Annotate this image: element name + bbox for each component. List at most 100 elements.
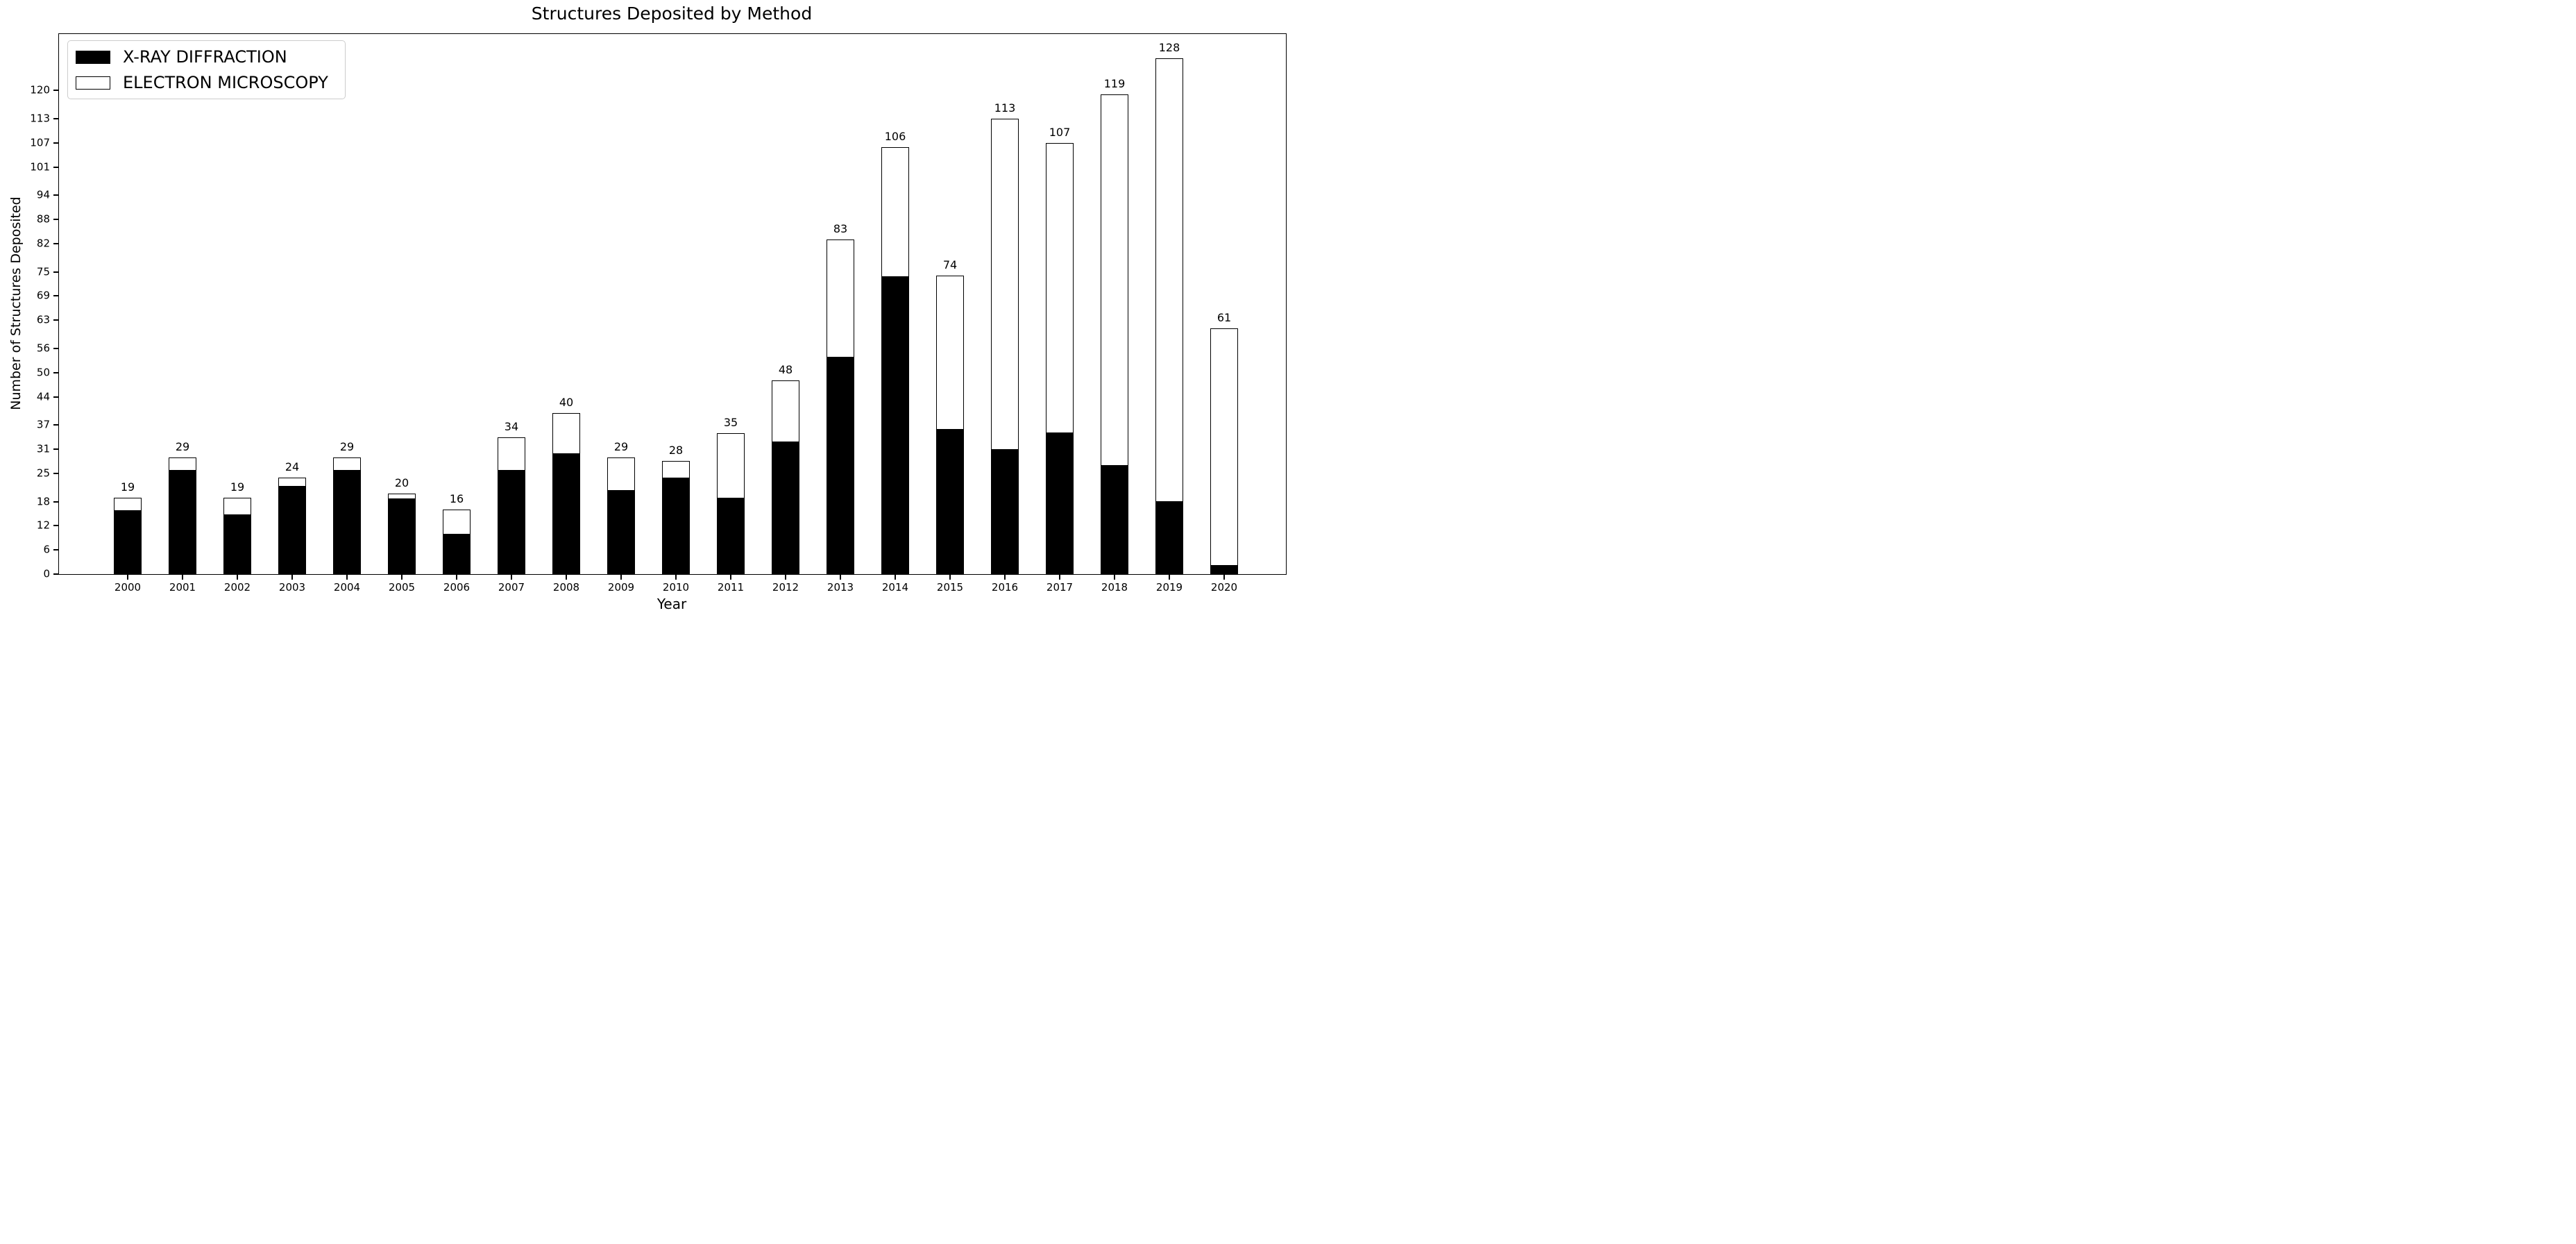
x-tick-label-2002: 2002 [223,581,251,594]
bar-total-label-2011: 35 [723,415,738,429]
bar-segment-xray-2009 [608,489,634,573]
bar-segment-xray-2010 [663,478,689,573]
x-tick-label-2013: 2013 [827,581,854,594]
y-tick-mark [53,271,59,273]
bar-2004 [333,457,361,574]
x-tick-label-2007: 2007 [498,581,525,594]
y-tick-label: 56 [36,342,50,355]
bar-segment-xray-2003 [278,486,305,573]
y-tick-mark [53,347,59,349]
bar-segment-xray-2007 [498,469,525,573]
x-tick-label-2020: 2020 [1210,581,1238,594]
y-tick-label: 107 [30,136,50,149]
y-tick-label: 113 [30,112,50,125]
y-tick-label: 25 [36,466,50,480]
x-tick-label-2005: 2005 [388,581,416,594]
x-tick-mark [620,574,622,580]
bar-total-label-2015: 74 [942,258,958,272]
bar-2009 [607,457,635,574]
y-tick-label: 37 [36,418,50,431]
x-tick-label-2008: 2008 [552,581,580,594]
bar-2006 [443,510,471,574]
y-tick-mark [53,396,59,398]
x-tick-label-2018: 2018 [1101,581,1128,594]
bar-segment-xray-2011 [718,497,744,573]
bar-2011 [717,432,745,574]
bar-segment-xray-2013 [827,356,854,573]
bar-total-label-2014: 106 [884,129,906,143]
legend-item-em: ELECTRON MICROSCOPY [76,74,328,91]
x-tick-mark [730,574,731,580]
bar-2013 [827,239,854,574]
x-tick-mark [1059,574,1060,580]
y-axis-label: Number of Structures Deposited [8,196,24,410]
bar-total-label-2012: 48 [778,363,793,377]
plot-area: X-RAY DIFFRACTION ELECTRON MICROSCOPY 0 6… [30,33,1287,593]
y-tick-label: 88 [36,212,50,226]
bar-segment-xray-2005 [389,498,415,573]
x-tick-label-2006: 2006 [443,581,471,594]
x-tick-label-2000: 2000 [114,581,142,594]
bar-total-label-2005: 20 [394,476,409,489]
x-tick-mark [1114,574,1115,580]
y-tick-label: 50 [36,366,50,379]
bar-total-label-2004: 29 [339,439,355,453]
bar-2016 [991,118,1019,574]
x-tick-mark [949,574,951,580]
y-tick-label: 0 [43,567,50,580]
bar-total-label-2000: 19 [120,480,135,494]
y-tick-mark [53,549,59,551]
bar-segment-xray-2019 [1155,501,1183,573]
bar-total-label-2020: 61 [1217,310,1232,324]
x-tick-label-2010: 2010 [662,581,690,594]
figure: Structures Deposited by Method Number of… [0,0,1288,622]
bar-segment-xray-2016 [992,448,1018,573]
bar-2002 [223,497,251,574]
bar-segment-xray-2015 [937,428,963,573]
y-tick-mark [53,525,59,527]
y-tick-mark [53,448,59,451]
x-tick-label-2003: 2003 [278,581,306,594]
y-tick-label: 6 [43,543,50,556]
bar-2019 [1155,58,1183,574]
x-tick-mark [401,574,402,580]
y-tick-mark [53,501,59,503]
bar-total-label-2003: 24 [285,460,300,473]
bar-total-label-2001: 29 [175,439,190,453]
x-tick-label-2017: 2017 [1046,581,1074,594]
bar-segment-xray-2008 [553,453,579,573]
y-tick-mark [53,90,59,92]
x-tick-label-2014: 2014 [881,581,909,594]
y-tick-mark [53,242,59,244]
x-tick-mark [1004,574,1006,580]
y-tick-mark [53,219,59,221]
bar-2015 [936,276,964,574]
x-tick-label-2019: 2019 [1155,581,1183,594]
y-tick-mark [53,166,59,168]
bar-total-label-2006: 16 [449,492,464,506]
y-tick-label: 94 [36,188,50,201]
bar-segment-xray-2000 [115,510,141,573]
bar-segment-xray-2017 [1046,432,1073,573]
y-tick-mark [53,573,59,575]
y-tick-label: 101 [30,160,50,174]
legend-swatch-xray-icon [76,50,110,64]
y-tick-label: 120 [30,83,50,96]
y-tick-mark [53,295,59,297]
legend-label-em: ELECTRON MICROSCOPY [123,73,328,92]
bar-2017 [1046,142,1074,574]
bar-2000 [114,497,142,574]
x-tick-mark [510,574,512,580]
bar-total-label-2010: 28 [668,444,684,457]
x-tick-label-2015: 2015 [936,581,964,594]
bar-2001 [168,457,196,574]
bar-total-label-2019: 128 [1158,40,1180,54]
x-tick-mark [675,574,677,580]
y-tick-label: 44 [36,390,50,403]
bar-segment-xray-2001 [169,469,196,573]
x-tick-mark [785,574,786,580]
y-tick-label: 12 [36,519,50,532]
y-tick-label: 18 [36,495,50,507]
y-tick-label: 69 [36,289,50,302]
legend: X-RAY DIFFRACTION ELECTRON MICROSCOPY [67,40,346,99]
